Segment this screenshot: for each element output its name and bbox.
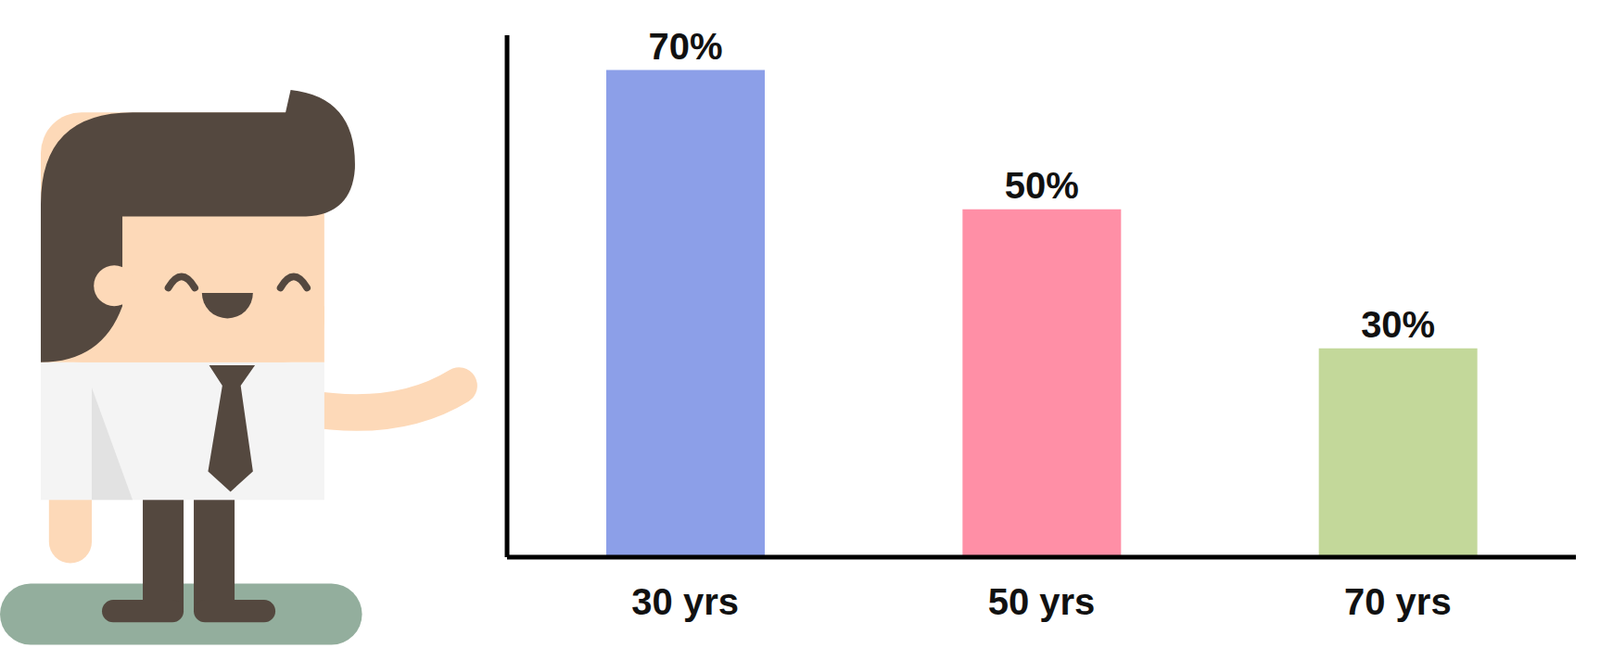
svg-text:50 yrs: 50 yrs — [988, 581, 1096, 623]
svg-text:70 yrs: 70 yrs — [1344, 581, 1452, 623]
svg-text:30%: 30% — [1360, 304, 1435, 345]
svg-text:30 yrs: 30 yrs — [631, 581, 739, 623]
svg-text:50%: 50% — [1004, 165, 1080, 206]
svg-text:70%: 70% — [647, 25, 723, 67]
